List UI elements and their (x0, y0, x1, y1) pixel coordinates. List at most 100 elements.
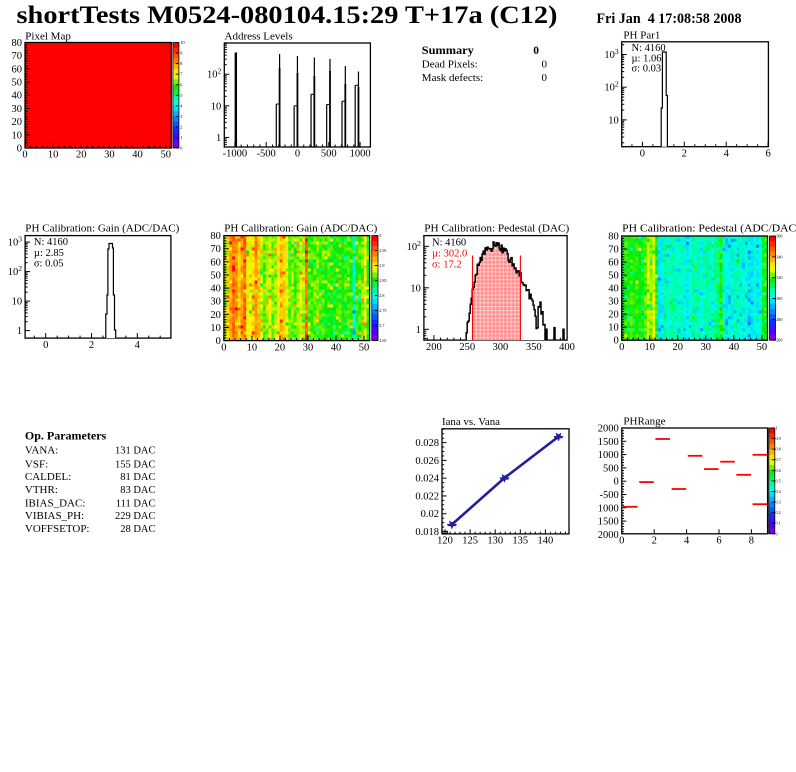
svg-text:3: 3 (180, 114, 183, 119)
svg-text:PH Calibration: Pedestal (DAC): PH Calibration: Pedestal (DAC) (424, 223, 569, 235)
svg-text:8: 8 (749, 536, 754, 547)
svg-text:0.6: 0.6 (776, 468, 781, 473)
svg-text:125: 125 (462, 536, 478, 547)
svg-text:10: 10 (12, 297, 23, 308)
svg-text:VANA:: VANA: (25, 445, 58, 457)
svg-text:-1000: -1000 (223, 149, 248, 160)
svg-text:2: 2 (682, 148, 687, 159)
svg-text:µ: 302.0: µ: 302.0 (432, 249, 467, 260)
svg-text:250: 250 (459, 342, 475, 353)
svg-text:140: 140 (538, 536, 554, 547)
svg-text:2.8: 2.8 (379, 293, 384, 298)
svg-text:40: 40 (12, 91, 23, 102)
svg-text:30: 30 (701, 342, 712, 353)
svg-text:0.3: 0.3 (776, 500, 781, 505)
svg-text:Summary: Summary (422, 45, 474, 57)
svg-text:0: 0 (180, 146, 183, 151)
svg-text:shortTests M0524-080104.15:29: shortTests M0524-080104.15:29 T+17a (C12… (17, 2, 558, 29)
svg-text:0: 0 (221, 342, 226, 353)
svg-text:0: 0 (533, 45, 539, 57)
svg-text:0.026: 0.026 (415, 456, 439, 467)
svg-text:155 DAC: 155 DAC (115, 460, 156, 471)
svg-text:50: 50 (12, 78, 23, 89)
svg-text:1000: 1000 (350, 149, 371, 160)
svg-text:0: 0 (542, 72, 548, 84)
svg-text:10: 10 (12, 130, 23, 141)
svg-text:N: 4160: N: 4160 (632, 43, 666, 54)
svg-text:N: 4160: N: 4160 (34, 237, 68, 248)
svg-text:6: 6 (716, 536, 721, 547)
svg-text:131 DAC: 131 DAC (115, 446, 156, 457)
svg-text:20: 20 (12, 117, 23, 128)
svg-text:3: 3 (379, 233, 381, 238)
svg-text:40: 40 (729, 342, 740, 353)
svg-text:PH Calibration: Pedestal (ADC/: PH Calibration: Pedestal (ADC/DAC) (622, 223, 796, 235)
svg-text:500: 500 (321, 149, 337, 160)
svg-text:Mask defects:: Mask defects: (422, 72, 483, 84)
svg-text:20: 20 (608, 310, 619, 321)
svg-text:PHRange: PHRange (623, 416, 665, 428)
svg-text:80: 80 (12, 38, 23, 49)
svg-text:6: 6 (765, 148, 770, 159)
svg-text:102: 102 (207, 66, 222, 81)
svg-text:50: 50 (757, 342, 768, 353)
svg-text:2.75: 2.75 (379, 308, 386, 313)
svg-text:120: 120 (437, 536, 453, 547)
svg-text:2000: 2000 (598, 530, 619, 541)
svg-text:PH Calibration: Gain (ADC/DAC): PH Calibration: Gain (ADC/DAC) (25, 223, 179, 235)
svg-text:1: 1 (216, 133, 221, 144)
svg-text:260: 260 (776, 338, 782, 343)
svg-text:-500: -500 (600, 490, 619, 501)
svg-text:0.5: 0.5 (776, 478, 781, 483)
svg-text:340: 340 (776, 254, 782, 259)
svg-text:VOFFSETOP:: VOFFSETOP: (25, 523, 90, 535)
svg-text:Fri Jan 4 17:08:58 2008: Fri Jan 4 17:08:58 2008 (597, 11, 742, 27)
svg-text:0: 0 (619, 342, 624, 353)
svg-text:10: 10 (410, 283, 421, 294)
svg-text:0: 0 (542, 59, 548, 71)
svg-text:60: 60 (12, 64, 23, 75)
svg-text:130: 130 (487, 536, 503, 547)
svg-text:350: 350 (526, 342, 542, 353)
svg-text:Op. Parameters: Op. Parameters (25, 428, 107, 442)
svg-text:300: 300 (776, 296, 782, 301)
svg-text:1500: 1500 (598, 437, 619, 448)
svg-text:0.9: 0.9 (776, 436, 781, 441)
svg-text:0.02: 0.02 (421, 509, 439, 520)
svg-text:135: 135 (512, 536, 528, 547)
svg-text:1: 1 (416, 325, 421, 336)
svg-text:70: 70 (12, 51, 23, 62)
svg-text:0: 0 (295, 149, 300, 160)
svg-text:400: 400 (559, 342, 575, 353)
svg-text:0: 0 (619, 536, 624, 547)
svg-text:2: 2 (652, 536, 657, 547)
svg-text:4: 4 (180, 103, 183, 108)
svg-text:280: 280 (776, 317, 782, 322)
svg-text:0: 0 (640, 148, 645, 159)
svg-text:10: 10 (210, 323, 221, 334)
svg-text:0.022: 0.022 (415, 491, 439, 502)
svg-text:0.028: 0.028 (415, 438, 439, 449)
svg-text:VTHR:: VTHR: (25, 484, 58, 496)
svg-text:10: 10 (608, 115, 619, 126)
svg-text:0: 0 (216, 336, 221, 347)
svg-text:4: 4 (724, 148, 730, 159)
svg-text:229 DAC: 229 DAC (115, 511, 156, 522)
svg-text:Dead Pixels:: Dead Pixels: (422, 59, 478, 71)
svg-text:360: 360 (776, 234, 782, 239)
svg-text:0.4: 0.4 (776, 489, 782, 494)
svg-text:60: 60 (210, 257, 221, 268)
svg-text:102: 102 (8, 264, 22, 279)
svg-text:0: 0 (43, 340, 48, 351)
svg-text:6: 6 (180, 82, 183, 87)
svg-text:10: 10 (48, 150, 59, 161)
svg-text:80: 80 (608, 232, 619, 243)
svg-text:81 DAC: 81 DAC (120, 472, 155, 483)
svg-text:111 DAC: 111 DAC (116, 498, 156, 509)
svg-text:1: 1 (776, 426, 778, 431)
svg-text:0.018: 0.018 (415, 527, 439, 538)
svg-text:103: 103 (8, 234, 22, 249)
svg-text:0: 0 (22, 150, 27, 161)
svg-text:2.85: 2.85 (379, 278, 386, 283)
svg-text:2.9: 2.9 (379, 263, 384, 268)
